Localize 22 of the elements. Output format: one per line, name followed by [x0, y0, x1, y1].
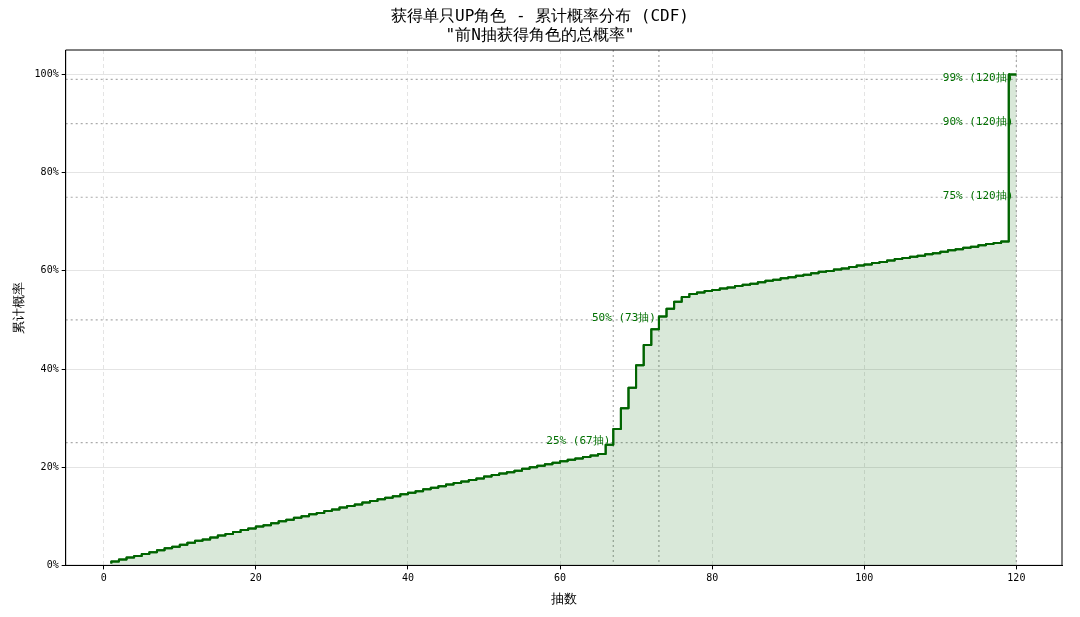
x-axis-title: 抽数	[550, 590, 577, 606]
chart-subtitle: "前N抽获得角色的总概率"	[444, 25, 636, 44]
y-axis-title: 累计概率	[11, 281, 27, 334]
y-tick-label: 0%	[46, 558, 59, 570]
annotation: 25% (67抽)	[546, 434, 611, 448]
x-tick-label: 100	[855, 571, 874, 583]
annotation: 75% (120抽)	[942, 188, 1014, 202]
x-tick-label: 20	[249, 571, 262, 583]
annotation: 50% (73抽)	[591, 311, 656, 325]
x-tick-label: 0	[100, 571, 107, 583]
y-tick-label: 20%	[40, 460, 59, 472]
x-tick-label: 40	[401, 571, 414, 583]
y-tick-label: 80%	[40, 166, 59, 178]
x-tick-label: 80	[706, 571, 719, 583]
y-tick-label: 100%	[34, 68, 59, 80]
x-tick-label: 120	[1007, 571, 1026, 583]
y-tick-label: 60%	[40, 264, 59, 276]
annotation: 99% (120抽)	[942, 70, 1014, 84]
chart-title: 获得单只UP角色 - 累计概率分布 (CDF)	[390, 6, 690, 25]
annotation: 90% (120抽)	[942, 114, 1014, 128]
x-tick-label: 60	[554, 571, 567, 583]
y-tick-label: 40%	[40, 362, 59, 374]
